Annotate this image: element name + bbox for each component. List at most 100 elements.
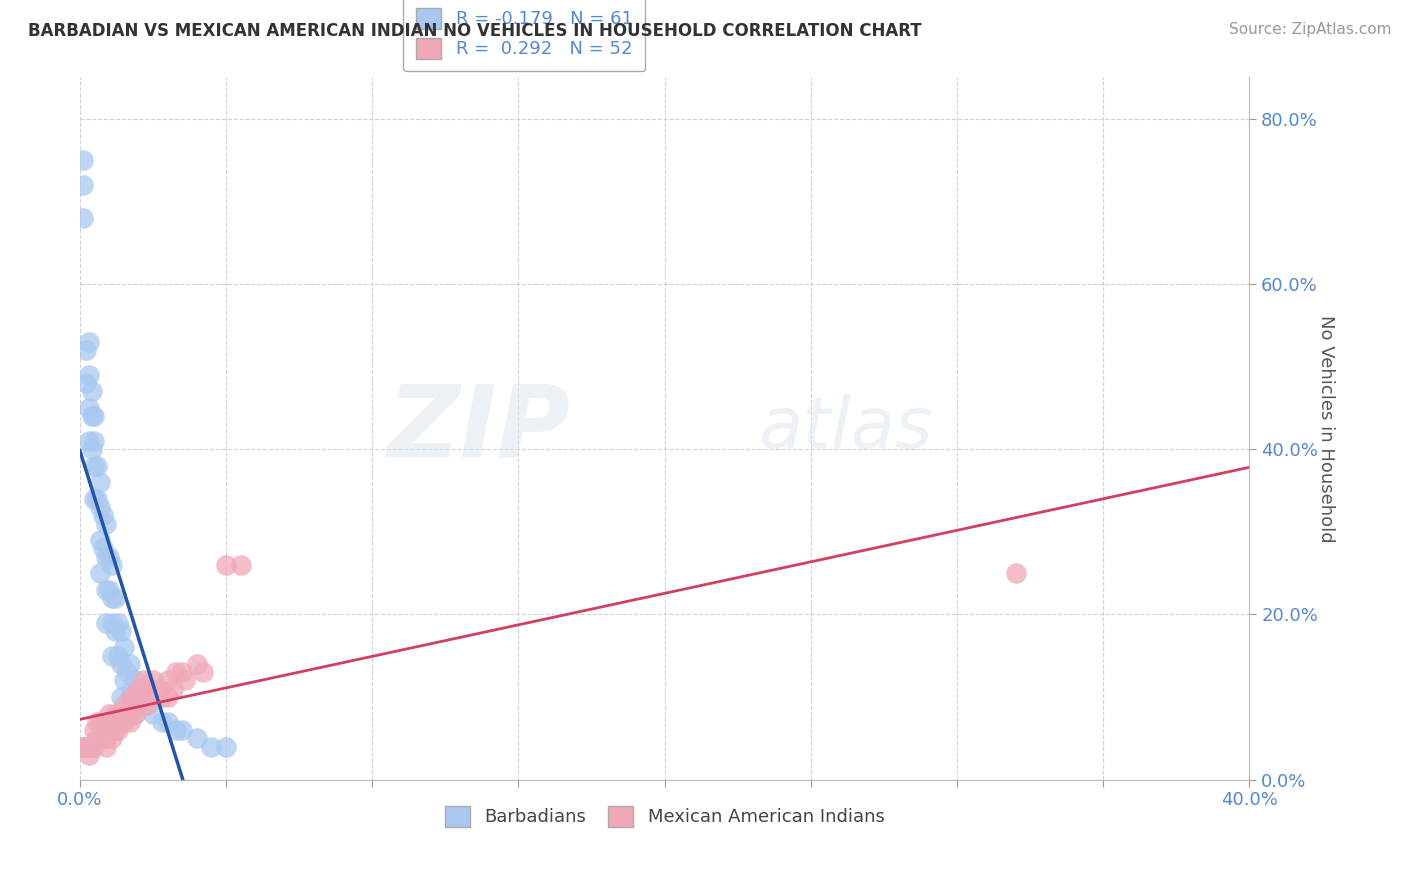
Point xyxy=(86,714,108,729)
Point xyxy=(72,211,94,225)
Point xyxy=(77,739,100,754)
Point xyxy=(86,491,108,506)
Y-axis label: No Vehicles in Household: No Vehicles in Household xyxy=(1317,315,1334,542)
Point xyxy=(80,409,103,424)
Point xyxy=(121,690,143,704)
Point xyxy=(104,624,127,638)
Point xyxy=(186,657,208,671)
Point xyxy=(86,458,108,473)
Point xyxy=(89,731,111,746)
Point xyxy=(77,334,100,349)
Point xyxy=(83,739,105,754)
Point xyxy=(127,681,149,696)
Point xyxy=(107,723,129,737)
Point xyxy=(124,706,146,721)
Point xyxy=(139,690,162,704)
Point xyxy=(72,739,94,754)
Point xyxy=(77,434,100,448)
Point xyxy=(215,739,238,754)
Point xyxy=(174,673,197,688)
Point xyxy=(75,739,97,754)
Point xyxy=(75,376,97,390)
Point xyxy=(101,615,124,630)
Point xyxy=(150,690,173,704)
Point xyxy=(89,533,111,547)
Point xyxy=(107,706,129,721)
Point xyxy=(127,690,149,704)
Point xyxy=(96,739,118,754)
Point xyxy=(191,665,214,680)
Point xyxy=(121,681,143,696)
Point xyxy=(96,582,118,597)
Point xyxy=(98,723,121,737)
Point xyxy=(101,648,124,663)
Point xyxy=(86,731,108,746)
Point xyxy=(229,558,252,572)
Point xyxy=(165,723,187,737)
Point xyxy=(134,673,156,688)
Point xyxy=(72,739,94,754)
Point xyxy=(80,442,103,457)
Point xyxy=(83,458,105,473)
Point xyxy=(142,706,165,721)
Point xyxy=(110,624,132,638)
Point xyxy=(80,739,103,754)
Point xyxy=(200,739,222,754)
Point xyxy=(118,657,141,671)
Point xyxy=(124,673,146,688)
Point xyxy=(115,665,138,680)
Point xyxy=(112,714,135,729)
Text: atlas: atlas xyxy=(758,394,932,463)
Point xyxy=(107,615,129,630)
Point xyxy=(101,714,124,729)
Point xyxy=(129,690,152,704)
Point xyxy=(91,723,114,737)
Point xyxy=(89,475,111,490)
Point xyxy=(162,681,184,696)
Point xyxy=(148,681,170,696)
Text: ZIP: ZIP xyxy=(388,380,571,477)
Point xyxy=(1004,566,1026,580)
Point xyxy=(98,706,121,721)
Text: BARBADIAN VS MEXICAN AMERICAN INDIAN NO VEHICLES IN HOUSEHOLD CORRELATION CHART: BARBADIAN VS MEXICAN AMERICAN INDIAN NO … xyxy=(28,22,922,40)
Point xyxy=(91,541,114,556)
Point xyxy=(98,549,121,564)
Point xyxy=(112,673,135,688)
Point xyxy=(156,690,179,704)
Point xyxy=(96,516,118,531)
Point xyxy=(118,698,141,713)
Point xyxy=(96,549,118,564)
Point xyxy=(112,640,135,655)
Point xyxy=(112,698,135,713)
Point xyxy=(156,714,179,729)
Point xyxy=(142,673,165,688)
Point xyxy=(115,706,138,721)
Point xyxy=(83,491,105,506)
Point xyxy=(77,368,100,382)
Point xyxy=(136,681,159,696)
Point xyxy=(186,731,208,746)
Point xyxy=(89,566,111,580)
Point xyxy=(118,714,141,729)
Point xyxy=(77,401,100,415)
Point xyxy=(83,434,105,448)
Text: Source: ZipAtlas.com: Source: ZipAtlas.com xyxy=(1229,22,1392,37)
Point xyxy=(91,508,114,523)
Point xyxy=(134,698,156,713)
Point xyxy=(101,591,124,605)
Point xyxy=(72,739,94,754)
Point xyxy=(101,558,124,572)
Point xyxy=(89,714,111,729)
Point xyxy=(124,706,146,721)
Point xyxy=(104,591,127,605)
Point xyxy=(98,582,121,597)
Point xyxy=(104,706,127,721)
Point xyxy=(127,698,149,713)
Point xyxy=(165,665,187,680)
Point xyxy=(110,714,132,729)
Point xyxy=(75,343,97,357)
Point xyxy=(83,409,105,424)
Point xyxy=(89,500,111,514)
Point xyxy=(83,723,105,737)
Point xyxy=(110,657,132,671)
